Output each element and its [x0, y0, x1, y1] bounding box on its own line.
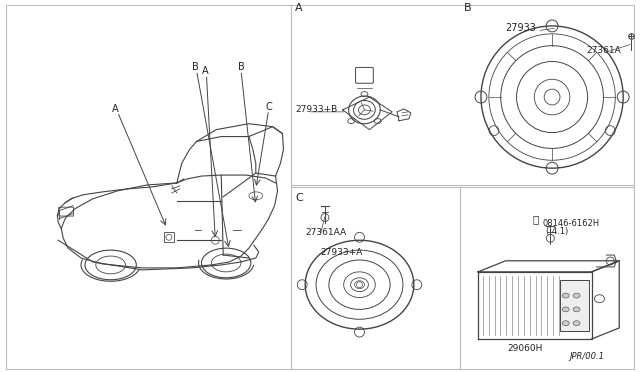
Bar [560, 280, 589, 331]
Text: 27361AA: 27361AA [305, 228, 346, 237]
Text: A: A [112, 104, 119, 114]
Ellipse shape [563, 321, 569, 326]
Text: B: B [464, 3, 472, 13]
Text: C: C [295, 193, 303, 203]
Text: B: B [192, 62, 199, 73]
Ellipse shape [573, 321, 580, 326]
Text: 08146-6162H: 08146-6162H [543, 219, 600, 228]
Text: C: C [265, 102, 272, 112]
Ellipse shape [573, 307, 580, 312]
Text: 27933+B: 27933+B [295, 105, 337, 114]
Text: A: A [295, 3, 303, 13]
Text: 27933+A: 27933+A [320, 248, 362, 257]
Ellipse shape [573, 293, 580, 298]
Text: JPR/00.1: JPR/00.1 [570, 352, 604, 361]
Text: ( 4.1): ( 4.1) [547, 227, 569, 236]
Bar [164, 232, 174, 242]
Ellipse shape [563, 293, 569, 298]
Text: 27361A: 27361A [587, 46, 621, 55]
Text: B: B [237, 62, 244, 73]
Text: Ⓑ: Ⓑ [532, 215, 539, 224]
Text: A: A [202, 67, 209, 76]
Text: 29060H: 29060H [508, 344, 543, 353]
Ellipse shape [563, 307, 569, 312]
Text: 27933: 27933 [506, 23, 536, 33]
